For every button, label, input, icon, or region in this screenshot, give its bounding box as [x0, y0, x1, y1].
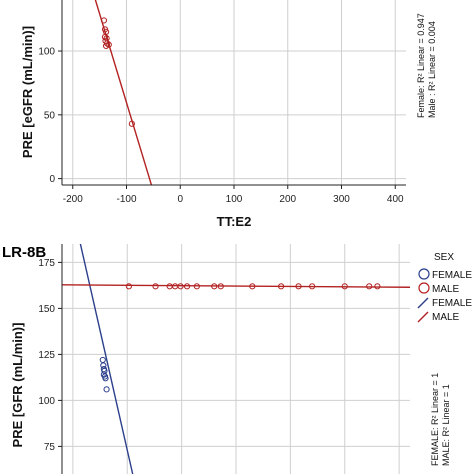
top-y-axis-label: PRE [eGFR (mL/min)]	[20, 26, 35, 158]
data-point-female	[102, 375, 109, 382]
top-x-axis-label: TT:E2	[217, 214, 252, 229]
x-tick-label: 400	[387, 194, 404, 205]
top-r2-male: Male : R² Linear = 0.004	[427, 21, 437, 118]
data-point-female	[99, 356, 106, 364]
data-point-male	[100, 17, 108, 24]
legend-title: SEX	[434, 252, 454, 263]
data-point-male	[125, 283, 132, 290]
fit-line-male	[94, 0, 153, 185]
legend-male-marker-label: MALE	[432, 284, 460, 295]
legend-female-line-label: FEMALE	[432, 298, 472, 309]
bottom-r2-female: FEMALE: R² Linear = 1	[430, 373, 440, 466]
legend: SEX FEMALE MALE FEMALE MALE	[417, 252, 472, 323]
data-point-male	[211, 283, 218, 290]
data-point-male	[341, 283, 348, 290]
legend-female-line	[417, 297, 429, 309]
y-tick-label: 175	[38, 258, 55, 269]
data-point-female	[100, 362, 107, 369]
bottom-y-ticks: 75 100 125 150 175	[38, 258, 62, 453]
x-tick-label: 300	[333, 194, 350, 205]
legend-female-marker	[418, 268, 430, 280]
legend-female-marker-label: FEMALE	[432, 270, 472, 281]
data-point-male	[193, 283, 200, 290]
bottom-y-axis-label: PRE [GFR (mL/min)]	[10, 323, 25, 448]
fit-line-male	[62, 284, 410, 288]
data-point-male	[249, 283, 256, 290]
top-x-ticks: -200 -100 0 100 200 300 400	[63, 185, 404, 205]
data-point-male	[183, 283, 191, 290]
x-tick-label: 100	[226, 194, 243, 205]
y-tick-label: 125	[38, 350, 55, 361]
bottom-r2-male: MALE: R² Linear = 1	[441, 384, 451, 466]
top-chart-points	[100, 17, 135, 127]
y-tick-label: 100	[38, 47, 55, 58]
bottom-chart-grid	[62, 244, 410, 474]
data-point-male	[101, 33, 109, 41]
data-point-male	[177, 283, 184, 290]
x-tick-label: 200	[279, 194, 296, 205]
data-point-male	[217, 283, 224, 290]
data-point-male	[128, 120, 135, 127]
data-point-male	[278, 283, 285, 290]
panel-label: LR-8B	[2, 244, 46, 261]
x-tick-label: -200	[63, 194, 83, 205]
data-point-female	[103, 386, 110, 393]
data-point-male	[102, 42, 110, 50]
data-point-male	[152, 283, 159, 290]
x-tick-label: 0	[177, 194, 183, 205]
y-tick-label: 150	[38, 304, 55, 315]
top-r2-female: Female: R² Linear = 0.947	[416, 13, 426, 118]
legend-male-marker	[418, 282, 430, 294]
data-point-male	[366, 283, 373, 290]
data-point-male	[295, 283, 302, 290]
data-point-male	[309, 283, 316, 290]
y-tick-label: 50	[44, 110, 56, 121]
top-chart-grid	[62, 0, 406, 185]
legend-male-line-label: MALE	[432, 312, 460, 323]
top-y-ticks: 0 50 100	[38, 47, 62, 185]
top-chart-fit-lines	[94, 0, 153, 185]
bottom-chart-fit-lines	[62, 244, 410, 474]
x-tick-label: -100	[116, 194, 136, 205]
bottom-chart-points	[99, 283, 381, 393]
y-tick-label: 75	[44, 442, 56, 453]
legend-male-line	[417, 311, 429, 323]
y-tick-label: 100	[38, 396, 55, 407]
data-point-male	[374, 283, 381, 290]
fit-line-female	[79, 244, 134, 474]
y-tick-label: 0	[49, 174, 55, 185]
data-point-male	[166, 283, 173, 290]
top-chart: -200 -100 0 100 200 300 400 0 50 100 TT:E2 PRE […	[20, 0, 437, 229]
